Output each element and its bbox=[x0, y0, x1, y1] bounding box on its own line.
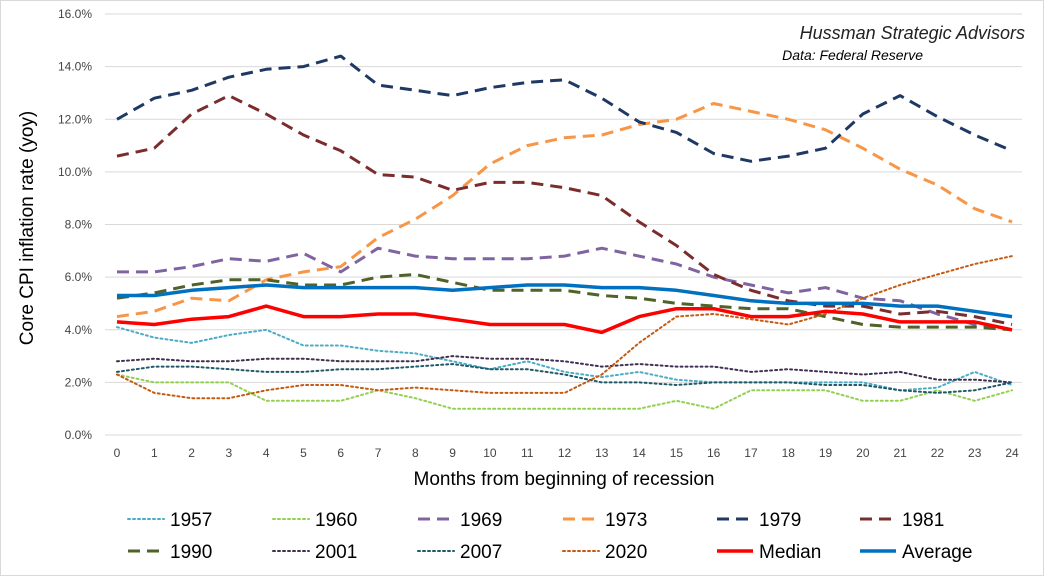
x-tick-label: 12 bbox=[558, 446, 572, 460]
x-tick-label: 17 bbox=[744, 446, 758, 460]
x-tick-label: 11 bbox=[521, 446, 534, 460]
x-tick-label: 8 bbox=[412, 446, 419, 460]
x-tick-label: 10 bbox=[483, 446, 497, 460]
y-tick-label: 16.0% bbox=[58, 7, 92, 21]
legend-label-1957: 1957 bbox=[170, 510, 212, 531]
x-axis-ticks: 0 1 2 3 4 5 6 7 8 9 10 11 12 13 14 15 16 17 18 19 20 21 22 23 24 bbox=[114, 446, 1019, 460]
series-line-2020 bbox=[116, 255, 1013, 400]
legend-label-1979: 1979 bbox=[759, 510, 801, 531]
legend-label-1990: 1990 bbox=[170, 542, 212, 563]
y-tick-label: 6.0% bbox=[65, 270, 93, 284]
series-line-1981 bbox=[116, 94, 1013, 326]
x-tick-label: 16 bbox=[707, 446, 721, 460]
legend-label-2007: 2007 bbox=[460, 542, 502, 563]
x-tick-label: 20 bbox=[856, 446, 870, 460]
y-axis-title: Core CPI inflation rate (yoy) bbox=[17, 111, 38, 345]
series-line-1979 bbox=[116, 54, 1013, 163]
y-axis-ticks: 0.0% 2.0% 4.0% 6.0% 8.0% 10.0% 12.0% 14.0% 16.0% bbox=[58, 7, 92, 442]
x-tick-label: 2 bbox=[188, 446, 195, 460]
x-tick-label: 24 bbox=[1005, 446, 1019, 460]
y-tick-label: 2.0% bbox=[65, 375, 93, 389]
x-tick-label: 19 bbox=[819, 446, 833, 460]
annotation-source: Hussman Strategic Advisors bbox=[800, 23, 1025, 43]
x-tick-label: 7 bbox=[375, 446, 382, 460]
legend-label-average: Average bbox=[902, 542, 972, 563]
y-tick-label: 0.0% bbox=[65, 428, 93, 442]
series-line-2007 bbox=[116, 363, 1013, 394]
y-tick-label: 14.0% bbox=[58, 60, 92, 74]
legend-label-1960: 1960 bbox=[315, 510, 357, 531]
x-tick-label: 23 bbox=[968, 446, 982, 460]
legend-label-1969: 1969 bbox=[460, 510, 502, 531]
legend-label-1981: 1981 bbox=[902, 510, 944, 531]
x-tick-label: 22 bbox=[931, 446, 945, 460]
legend-label-2020: 2020 bbox=[605, 542, 647, 563]
y-tick-label: 12.0% bbox=[58, 112, 92, 126]
x-tick-label: 9 bbox=[449, 446, 456, 460]
x-tick-label: 0 bbox=[114, 446, 121, 460]
gridlines bbox=[105, 13, 1022, 436]
x-tick-label: 5 bbox=[300, 446, 307, 460]
x-tick-label: 4 bbox=[263, 446, 270, 460]
legend: 1957 1960 1969 1973 1979 1981 1990 2001 2007 2020… bbox=[127, 510, 972, 563]
annotation-data: Data: Federal Reserve bbox=[782, 47, 923, 63]
series-line-2001 bbox=[116, 355, 1013, 384]
x-tick-label: 13 bbox=[595, 446, 609, 460]
x-tick-label: 14 bbox=[632, 446, 646, 460]
series-line-1960 bbox=[116, 373, 1013, 410]
x-tick-label: 18 bbox=[782, 446, 796, 460]
y-tick-label: 10.0% bbox=[58, 165, 92, 179]
x-tick-label: 15 bbox=[670, 446, 684, 460]
y-tick-label: 4.0% bbox=[65, 323, 93, 337]
series-lines bbox=[116, 54, 1013, 410]
x-tick-label: 1 bbox=[151, 446, 158, 460]
legend-label-median: Median bbox=[759, 542, 821, 563]
x-tick-label: 6 bbox=[337, 446, 344, 460]
series-line-1957 bbox=[116, 326, 1013, 392]
series-line-median bbox=[116, 304, 1013, 335]
legend-label-1973: 1973 bbox=[605, 510, 647, 531]
legend-label-2001: 2001 bbox=[315, 542, 357, 563]
series-line-1990 bbox=[116, 273, 1013, 332]
y-tick-label: 8.0% bbox=[65, 218, 93, 232]
series-line-average bbox=[117, 283, 1013, 319]
series-line-1973 bbox=[116, 102, 1013, 319]
x-axis-title: Months from beginning of recession bbox=[414, 469, 715, 490]
x-tick-label: 3 bbox=[226, 446, 233, 460]
x-tick-label: 21 bbox=[893, 446, 907, 460]
